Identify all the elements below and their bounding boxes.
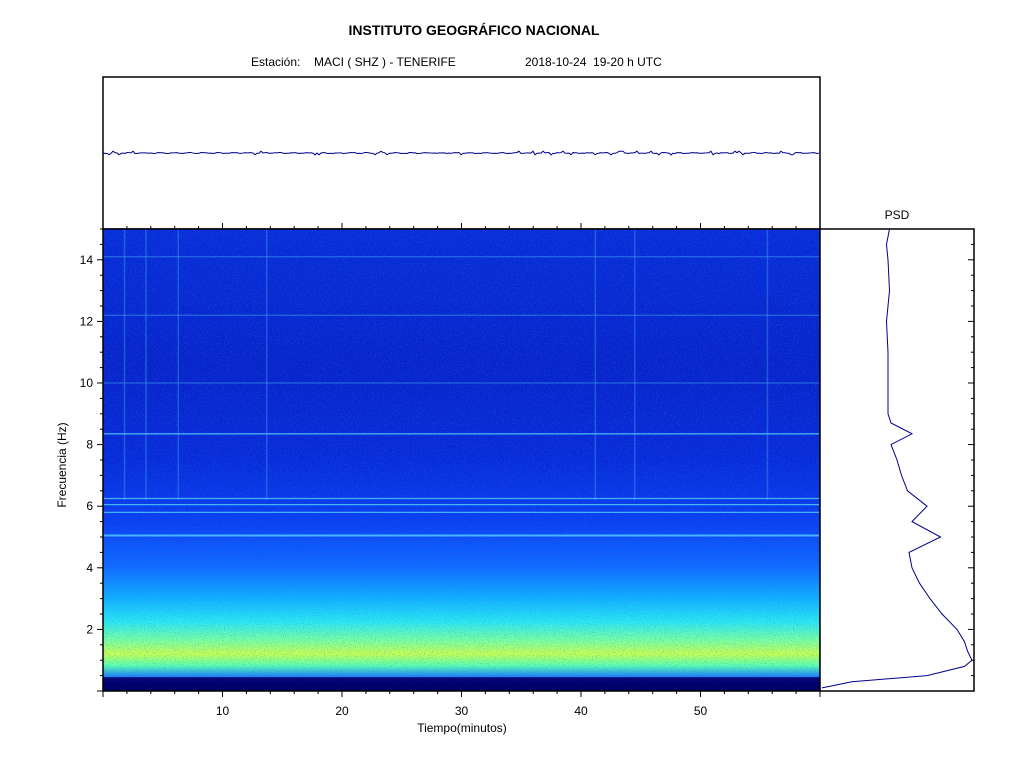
y-tick-label: 10 [80, 376, 94, 390]
y-tick-label: 12 [80, 314, 94, 328]
y-tick-label: 14 [80, 253, 94, 267]
x-tick-label: 10 [216, 704, 230, 718]
spectrogram-panel: 10 20 30 40 50 Tiempo(minutos) 2 4 6 8 10 12 14 Frecu… [55, 228, 821, 735]
y-tick-label: 4 [86, 561, 93, 575]
spectrogram-low-band [103, 677, 820, 691]
station-name: MACI ( SHZ ) - TENERIFE [314, 55, 456, 69]
psd-panel: PSD [819, 208, 975, 692]
datetime-label: 2018-10-24 19-20 h UTC [525, 55, 662, 69]
x-tick-label: 30 [455, 704, 469, 718]
x-tick-label: 40 [574, 704, 588, 718]
seismogram-panel [102, 76, 821, 230]
x-axis-label: Tiempo(minutos) [417, 721, 507, 735]
y-axis-label: Frecuencia (Hz) [55, 422, 69, 507]
y-tick-label: 8 [86, 438, 93, 452]
x-tick-label: 50 [694, 704, 708, 718]
seismogram-trace [102, 150, 820, 156]
x-tick-label: 20 [335, 704, 349, 718]
station-label: Estación: [251, 55, 301, 69]
y-tick-label: 6 [86, 499, 93, 513]
spectrogram-noise [103, 229, 820, 691]
psd-curve [821, 228, 973, 689]
chart-title: INSTITUTO GEOGRÁFICO NACIONAL [348, 22, 600, 38]
y-tick-label: 2 [86, 622, 93, 636]
psd-title: PSD [885, 208, 910, 222]
